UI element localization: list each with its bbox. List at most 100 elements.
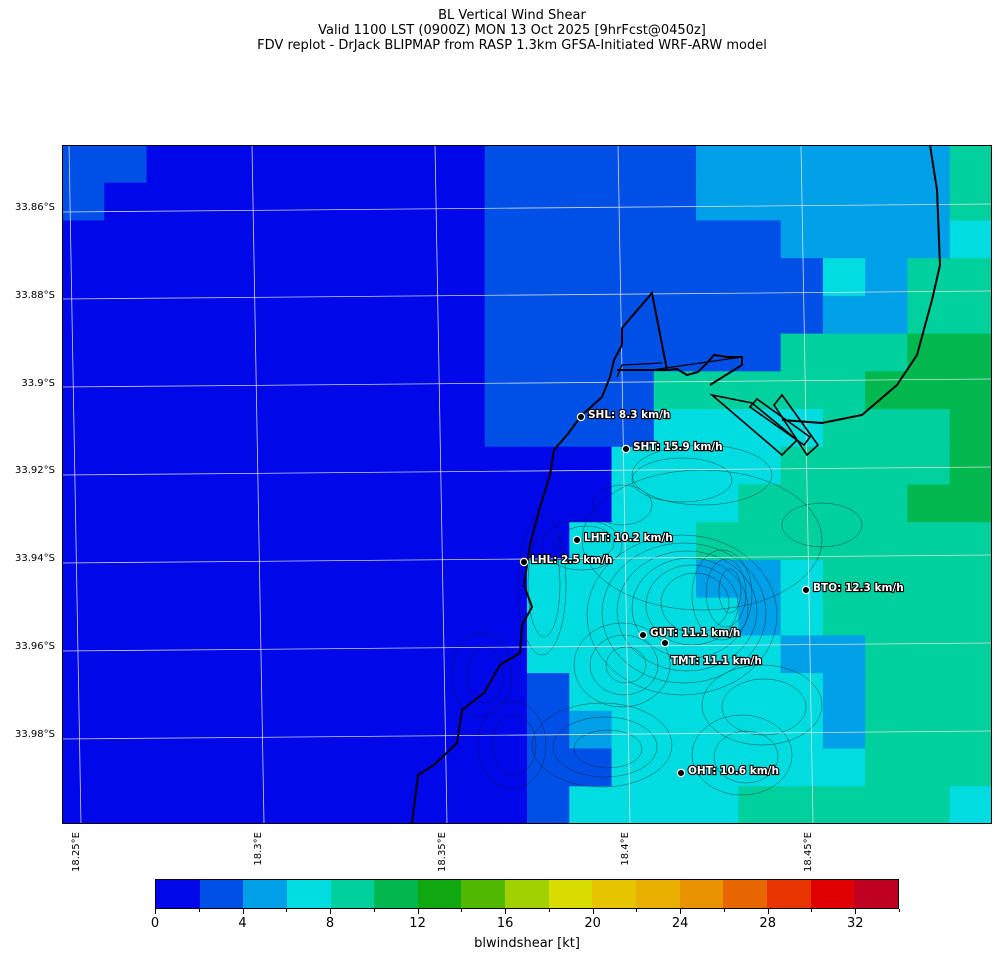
shear-cell bbox=[400, 673, 444, 712]
lat-label-33-90: 33.9°S bbox=[21, 378, 55, 389]
shear-cell bbox=[62, 220, 105, 259]
shear-cell bbox=[611, 673, 655, 712]
shear-cell bbox=[484, 220, 528, 259]
station-bto[interactable]: BTO: 12.3 km/h bbox=[801, 581, 905, 595]
shear-cell bbox=[315, 559, 359, 599]
shear-cell bbox=[484, 145, 528, 184]
shear-cell bbox=[231, 635, 274, 674]
shear-cell bbox=[146, 295, 190, 335]
shear-cell bbox=[738, 295, 782, 335]
shear-cell bbox=[484, 258, 528, 297]
lat-label-33-96: 33.96°S bbox=[15, 641, 55, 652]
shear-cell bbox=[231, 295, 274, 335]
station-marker-icon[interactable] bbox=[621, 444, 631, 454]
colorbar-swatch bbox=[243, 880, 287, 908]
shear-cell bbox=[527, 484, 570, 523]
shear-cell bbox=[653, 182, 697, 222]
shear-cell bbox=[400, 258, 444, 297]
colorbar-tick-label: 16 bbox=[496, 916, 514, 931]
shear-cell bbox=[949, 295, 992, 335]
shear-cell bbox=[865, 333, 909, 372]
shear-cell bbox=[780, 710, 824, 750]
shear-cell bbox=[822, 748, 866, 787]
station-oht[interactable]: OHT: 10.6 km/h bbox=[676, 764, 780, 778]
wind-shear-map[interactable]: SHL: 8.3 km/h SHT: 15.9 km/h LHT: 10.2 km/… bbox=[62, 145, 992, 824]
station-marker-icon[interactable] bbox=[572, 535, 582, 545]
colorbar-tick bbox=[680, 909, 682, 914]
shear-cell bbox=[569, 484, 613, 523]
shear-cell bbox=[62, 522, 105, 561]
colorbar-tick-label: 0 bbox=[150, 916, 160, 931]
shear-cell bbox=[949, 484, 992, 523]
shear-cell bbox=[738, 333, 782, 372]
shear-cell bbox=[146, 597, 190, 636]
shear-cell bbox=[696, 220, 739, 259]
shear-cell bbox=[315, 673, 359, 712]
colorbar-tick-label: 4 bbox=[238, 916, 247, 931]
station-marker-icon[interactable] bbox=[801, 585, 811, 595]
colorbar-swatch bbox=[461, 880, 506, 908]
station-sht[interactable]: SHT: 15.9 km/h bbox=[621, 440, 724, 454]
shear-cell bbox=[696, 559, 739, 599]
station-label: LHL: 2.5 km/h bbox=[531, 554, 613, 566]
shear-cell bbox=[907, 710, 951, 750]
shear-cell bbox=[611, 258, 655, 297]
colorbar-swatch bbox=[592, 880, 637, 908]
station-marker-icon[interactable] bbox=[576, 412, 586, 422]
shear-cell bbox=[146, 484, 190, 523]
latitude-gridline bbox=[62, 378, 992, 388]
shear-cell bbox=[907, 786, 951, 824]
colorbar-swatch bbox=[679, 880, 724, 908]
latitude-gridline bbox=[62, 466, 992, 476]
shear-cell bbox=[188, 295, 232, 335]
station-lhl[interactable]: LHL: 2.5 km/h bbox=[519, 553, 614, 567]
shear-cell bbox=[780, 748, 824, 787]
shear-cell bbox=[696, 258, 739, 297]
latitude-gridline bbox=[62, 290, 992, 300]
station-label: LHT: 10.2 km/h bbox=[584, 532, 673, 544]
shear-cell bbox=[442, 295, 486, 335]
shear-cell bbox=[188, 786, 232, 824]
station-gut[interactable]: GUT: 11.1 km/h bbox=[638, 626, 741, 640]
shear-cell bbox=[484, 333, 528, 372]
shear-cell bbox=[231, 220, 274, 259]
shear-cell bbox=[611, 182, 655, 222]
shear-cell bbox=[907, 484, 951, 523]
station-shl[interactable]: SHL: 8.3 km/h bbox=[576, 408, 671, 422]
colorbar-swatch bbox=[766, 880, 811, 908]
colorbar-title: blwindshear [kt] bbox=[474, 936, 580, 951]
shear-cell bbox=[527, 409, 570, 448]
shear-cell bbox=[865, 409, 909, 448]
shear-cell bbox=[104, 409, 148, 448]
shear-cell bbox=[315, 371, 359, 410]
shear-cell bbox=[738, 597, 782, 636]
shear-cell bbox=[231, 333, 274, 372]
shear-cell bbox=[400, 559, 444, 599]
shear-cell bbox=[611, 409, 655, 448]
shear-cell bbox=[442, 182, 486, 222]
colorbar-swatch bbox=[854, 880, 898, 908]
shear-cell bbox=[907, 446, 951, 486]
shear-cell bbox=[273, 258, 317, 297]
shear-cell bbox=[738, 710, 782, 750]
latitude-gridline bbox=[62, 203, 992, 213]
station-lht[interactable]: LHT: 10.2 km/h bbox=[572, 531, 674, 545]
shear-cell bbox=[569, 258, 613, 297]
station-marker-icon[interactable] bbox=[676, 768, 686, 778]
shear-cell bbox=[146, 710, 190, 750]
station-marker-icon[interactable] bbox=[660, 638, 670, 648]
station-tmt[interactable]: TMT: 11.1 km/h bbox=[660, 638, 763, 668]
shear-cell bbox=[611, 371, 655, 410]
shear-cell bbox=[696, 145, 739, 184]
shear-cell bbox=[273, 484, 317, 523]
station-marker-icon[interactable] bbox=[638, 630, 648, 640]
colorbar-tick bbox=[592, 909, 594, 914]
shear-cell bbox=[527, 371, 570, 410]
shear-cell bbox=[188, 559, 232, 599]
shear-cell bbox=[780, 295, 824, 335]
shear-cell bbox=[146, 446, 190, 486]
shear-cell bbox=[484, 559, 528, 599]
colorbar-swatch bbox=[548, 880, 593, 908]
shear-cell bbox=[907, 748, 951, 787]
station-marker-icon[interactable] bbox=[519, 557, 529, 567]
